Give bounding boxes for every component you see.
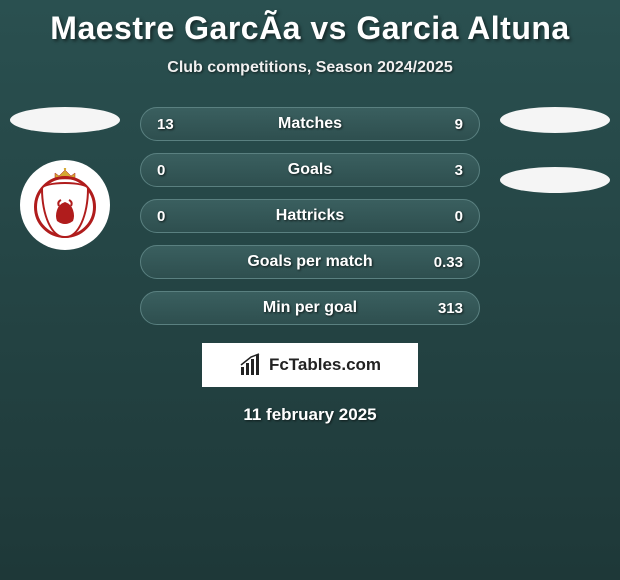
page-title: Maestre GarcÃa vs Garcia Altuna — [0, 10, 620, 47]
main-container: Maestre GarcÃa vs Garcia Altuna Club com… — [0, 0, 620, 435]
stat-bar-goals: 0 Goals 3 — [140, 153, 480, 187]
stat-bar-hattricks: 0 Hattricks 0 — [140, 199, 480, 233]
stat-left-goals: 0 — [157, 162, 165, 179]
bar-chart-icon — [239, 353, 263, 377]
player-right-ellipse-1 — [500, 107, 610, 133]
stat-right-matches: 9 — [455, 116, 463, 133]
stat-label-mpg: Min per goal — [263, 299, 357, 317]
club-crest-left — [20, 160, 110, 250]
right-column — [500, 107, 610, 193]
date-text: 11 february 2025 — [0, 405, 620, 425]
stat-label-goals: Goals — [288, 161, 332, 179]
stat-left-hattricks: 0 — [157, 208, 165, 225]
stat-label-gpm: Goals per match — [247, 253, 372, 271]
lion-icon — [51, 196, 79, 230]
stat-bar-matches: 13 Matches 9 — [140, 107, 480, 141]
stat-label-matches: Matches — [278, 115, 342, 133]
player-left-ellipse — [10, 107, 120, 133]
stat-right-hattricks: 0 — [455, 208, 463, 225]
stat-label-hattricks: Hattricks — [276, 207, 344, 225]
player-right-ellipse-2 — [500, 167, 610, 193]
stat-right-mpg: 313 — [438, 300, 463, 317]
logo-text: FcTables.com — [269, 355, 381, 375]
stat-right-goals: 3 — [455, 162, 463, 179]
stat-bar-mpg: Min per goal 313 — [140, 291, 480, 325]
subtitle: Club competitions, Season 2024/2025 — [0, 59, 620, 77]
stat-left-matches: 13 — [157, 116, 174, 133]
stat-right-gpm: 0.33 — [434, 254, 463, 271]
stat-bar-gpm: Goals per match 0.33 — [140, 245, 480, 279]
crest-graphic — [30, 170, 100, 240]
left-column — [10, 107, 120, 250]
fctables-logo[interactable]: FcTables.com — [202, 343, 418, 387]
stats-column: 13 Matches 9 0 Goals 3 0 Hattricks 0 Goa… — [140, 107, 480, 325]
comparison-section: 13 Matches 9 0 Goals 3 0 Hattricks 0 Goa… — [0, 107, 620, 325]
